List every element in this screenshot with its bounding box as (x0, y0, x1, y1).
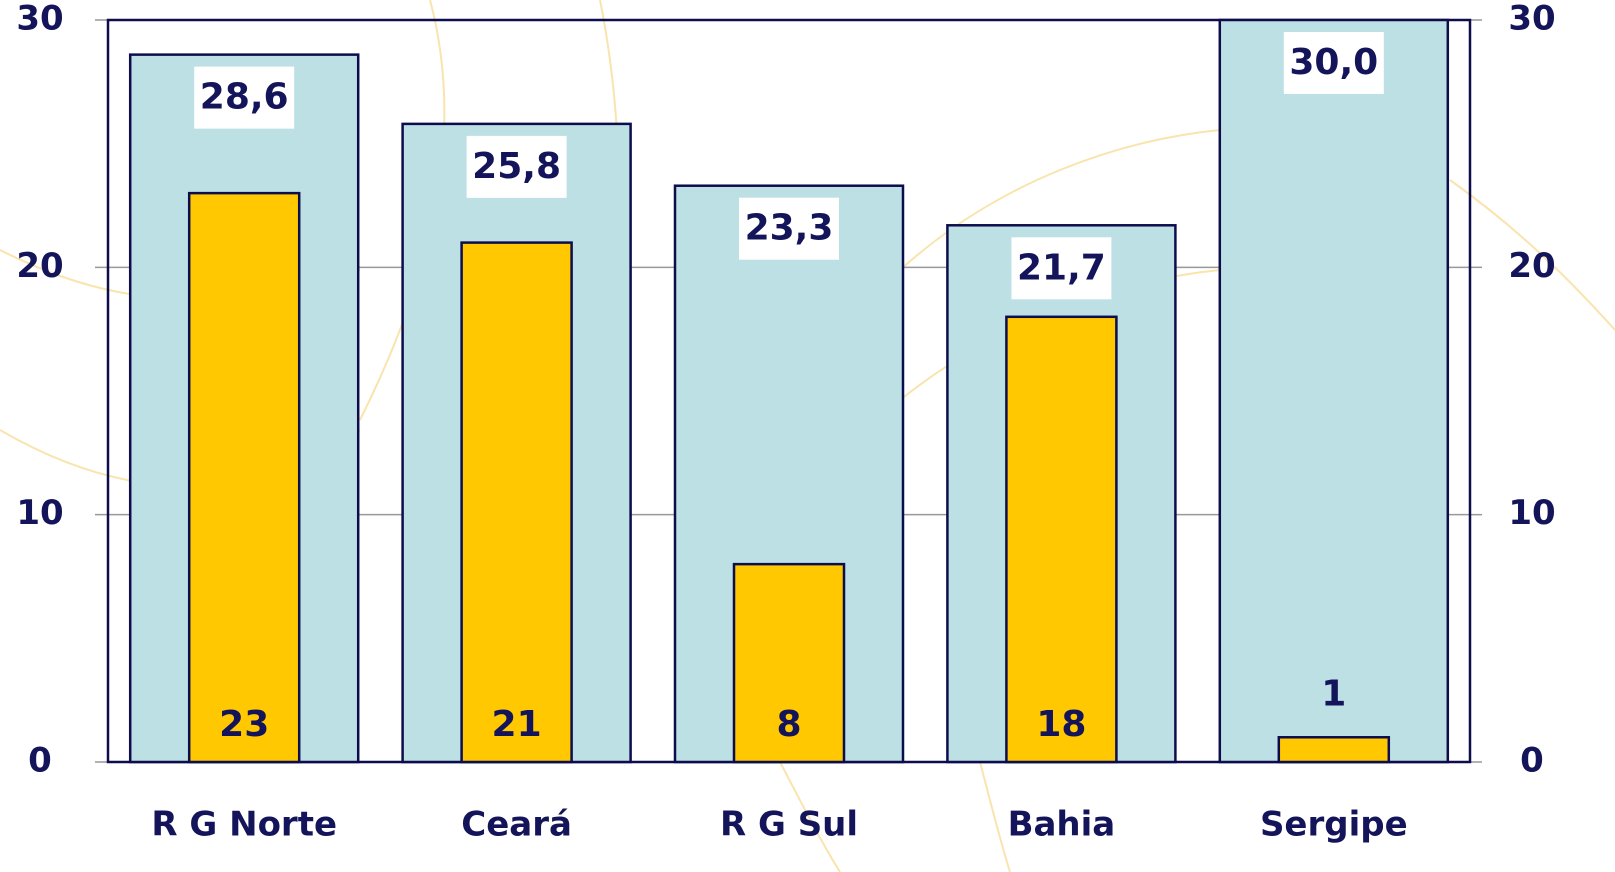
bar (460, 241, 573, 764)
value-label: 21,7 (1017, 247, 1106, 288)
x-tick-label: Ceará (461, 805, 572, 845)
value-label: 23 (219, 704, 269, 745)
bar (187, 191, 301, 764)
value-label: 23,3 (745, 208, 834, 249)
x-tick-label: Bahia (1008, 805, 1116, 845)
value-label-box (739, 197, 839, 260)
value-label: 21 (492, 704, 542, 745)
y2-tick-label: 30 (1508, 0, 1555, 39)
y-tick-label: 10 (16, 493, 63, 533)
value-label: 18 (1036, 704, 1086, 745)
bar (732, 562, 846, 764)
value-label-box (194, 66, 295, 129)
bar (1218, 18, 1450, 764)
value-label: 30,0 (1289, 42, 1378, 83)
x-tick-label: R G Sul (720, 805, 858, 845)
value-label: 25,8 (472, 146, 561, 187)
y2-tick-label: 20 (1508, 246, 1555, 286)
bar (1277, 736, 1391, 764)
value-label: 1 (1321, 673, 1346, 714)
y-tick-label: 20 (16, 246, 63, 286)
value-label: 8 (776, 704, 801, 745)
value-label-box (1011, 237, 1112, 300)
value-label-box (1283, 32, 1384, 94)
bar (1005, 315, 1118, 764)
y-tick-label: 0 (28, 741, 52, 781)
value-label: 28,6 (200, 77, 289, 118)
x-tick-label: R G Norte (151, 805, 337, 845)
value-label-box (466, 135, 567, 198)
y2-tick-label: 10 (1508, 493, 1555, 533)
x-tick-label: Sergipe (1260, 805, 1408, 845)
y-tick-label: 30 (16, 0, 63, 39)
y2-tick-label: 0 (1520, 741, 1544, 781)
